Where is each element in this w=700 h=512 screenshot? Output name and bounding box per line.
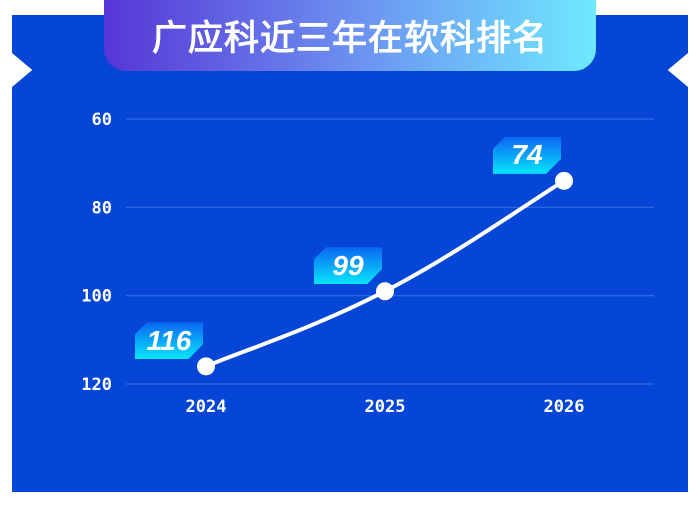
y-tick-label: 60 (92, 110, 112, 130)
data-label: 116 (146, 324, 192, 356)
x-tick-label: 2024 (186, 397, 227, 417)
data-label-tag: 99 (314, 247, 382, 284)
y-tick-label: 120 (81, 375, 112, 395)
x-tick-label: 2026 (544, 397, 585, 417)
data-label: 99 (332, 249, 364, 281)
x-tick-label: 2025 (365, 397, 406, 417)
title-banner: 广应科近三年在软科排名 (104, 0, 596, 71)
y-tick-label: 100 (81, 287, 112, 307)
data-label-tag: 74 (493, 137, 561, 174)
data-label-tag: 116 (135, 322, 203, 359)
y-tick-label: 80 (92, 198, 112, 218)
data-point (555, 171, 573, 190)
chart-title: 广应科近三年在软科排名 (151, 19, 548, 59)
data-point (376, 282, 394, 301)
data-label: 74 (511, 139, 543, 171)
data-point (197, 357, 215, 376)
series-line (204, 178, 566, 369)
